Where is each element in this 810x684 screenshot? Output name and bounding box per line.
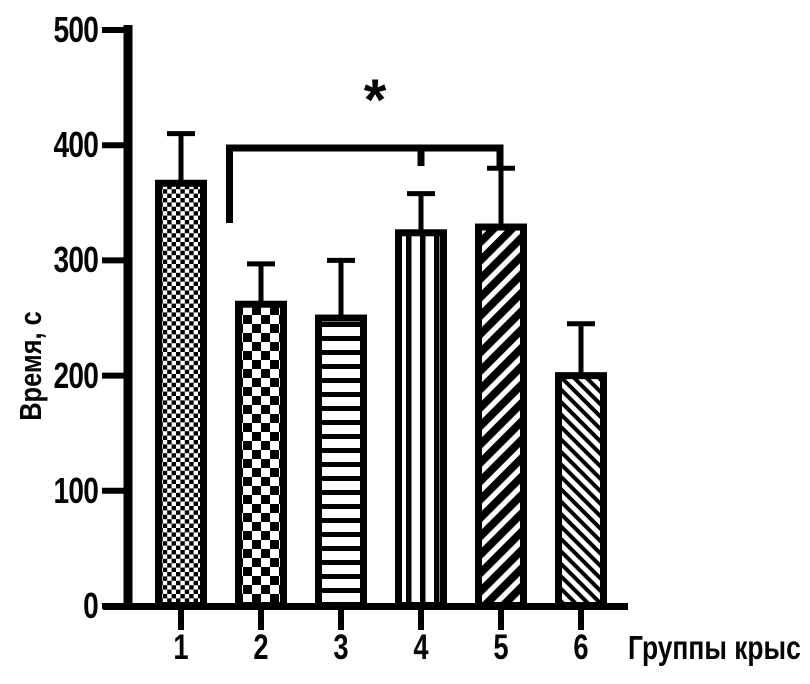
y-tick-label-400: 400 [53, 124, 98, 165]
y-tick-label-500: 500 [53, 9, 98, 50]
y-tick-label-200: 200 [53, 355, 98, 396]
y-tick-label-100: 100 [53, 470, 98, 511]
x-tick-label-1: 1 [173, 628, 189, 667]
x-axis-title: Группы крыс [628, 629, 801, 666]
x-tick-label-5: 5 [493, 628, 509, 667]
y-tick-label-0: 0 [83, 585, 99, 626]
bar-group-1 [155, 179, 207, 609]
x-tick-label-6: 6 [573, 628, 589, 667]
y-tick-label-300: 300 [53, 239, 98, 280]
bar-group-4 [395, 229, 447, 610]
significance-asterisk: * [363, 68, 387, 133]
bar-group-5 [475, 223, 527, 609]
x-tick-label-3: 3 [333, 628, 349, 667]
bar-group-3 [315, 314, 367, 609]
bar-group-2 [235, 300, 287, 609]
y-axis-title: Время, с [13, 311, 48, 421]
x-tick-label-4: 4 [413, 628, 429, 667]
bar-group-6 [555, 372, 607, 610]
x-tick-label-2: 2 [253, 628, 269, 667]
